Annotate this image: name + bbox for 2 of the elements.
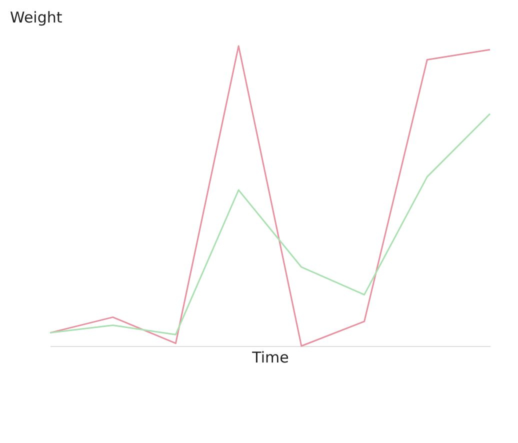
y-axis-title: Weight	[10, 8, 62, 26]
x-axis-title: Time	[251, 348, 289, 366]
